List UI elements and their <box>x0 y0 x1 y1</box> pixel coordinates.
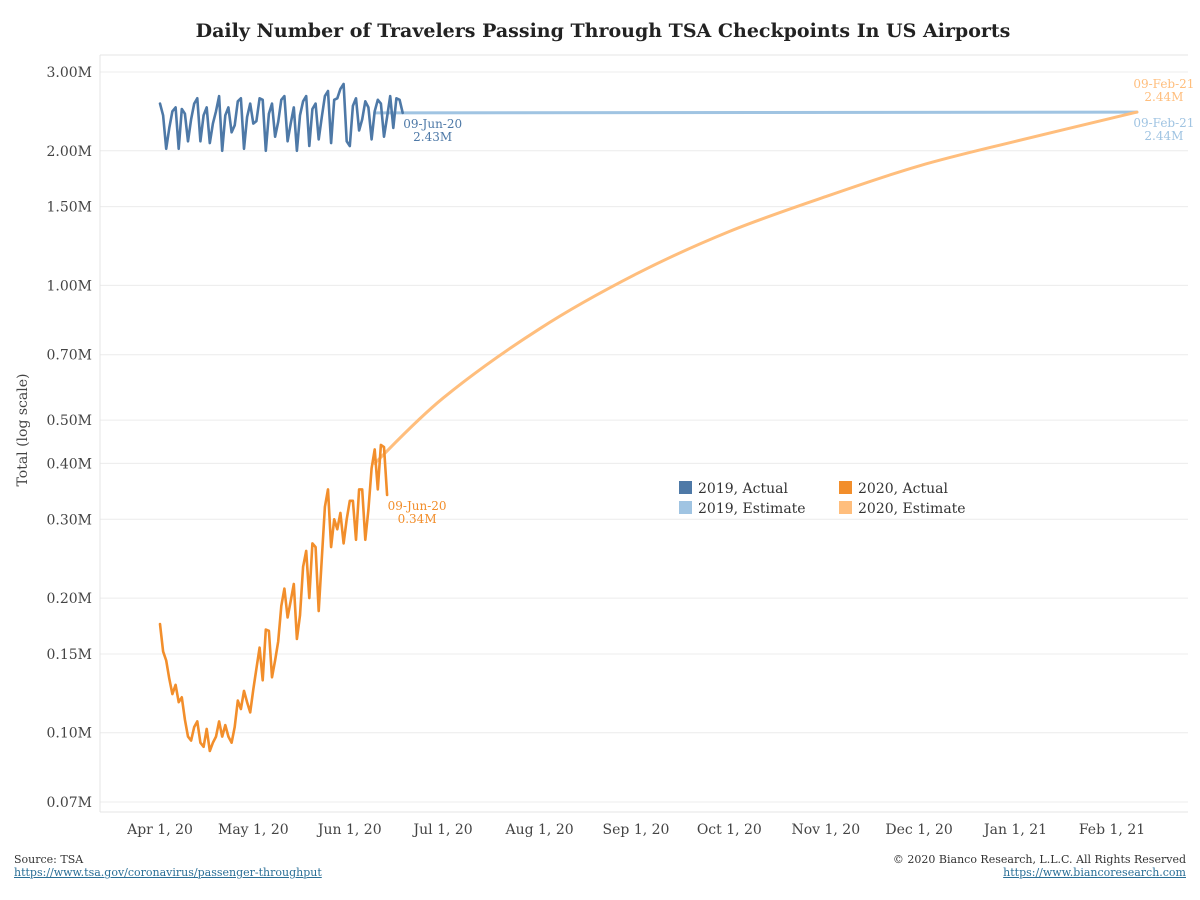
legend-swatch <box>679 501 692 514</box>
y-axis-label: Total (log scale) <box>15 374 31 487</box>
site-link[interactable]: https://www.biancoresearch.com <box>1003 866 1186 879</box>
chart-title: Daily Number of Travelers Passing Throug… <box>196 20 1011 42</box>
x-tick-label: Dec 1, 20 <box>885 822 952 838</box>
annotation-line: 09-Feb-21 <box>1133 77 1194 91</box>
series-line-2019-estimate <box>373 110 1139 115</box>
source-link[interactable]: https://www.tsa.gov/coronavirus/passenge… <box>14 866 322 879</box>
legend-label: 2019, Actual <box>698 481 788 497</box>
copyright-block: © 2020 Bianco Research, L.L.C. All Right… <box>893 853 1186 879</box>
legend-label: 2020, Actual <box>858 481 948 497</box>
annotation-line: 09-Jun-20 <box>388 499 447 513</box>
annotation-line: 2.44M <box>1144 129 1183 143</box>
y-tick-label: 1.00M <box>46 278 92 294</box>
series-lines <box>158 82 1139 753</box>
annotation: 09-Jun-202.43M <box>403 117 462 144</box>
legend-item: 2019, Estimate <box>679 501 806 517</box>
y-tick-label: 0.15M <box>46 647 92 663</box>
legend: 2019, Actual 2020, Actual 2019, Estimate 20… <box>679 481 966 517</box>
legend-item: 2020, Actual <box>839 481 948 497</box>
annotation-line: 2.43M <box>413 130 452 144</box>
y-tick-label: 0.40M <box>46 456 92 472</box>
copyright-text: © 2020 Bianco Research, L.L.C. All Right… <box>892 853 1186 866</box>
x-tick-label: Jan 1, 21 <box>982 822 1047 838</box>
y-tick-label: 0.10M <box>46 726 92 742</box>
legend-item: 2020, Estimate <box>839 501 966 517</box>
x-tick-label: Oct 1, 20 <box>697 822 762 838</box>
series-line-2020-actual <box>158 443 389 753</box>
y-tick-label: 0.20M <box>46 591 92 607</box>
annotation-line: 09-Jun-20 <box>403 117 462 131</box>
x-tick-label: Aug 1, 20 <box>504 822 573 838</box>
series-line-2019-actual <box>158 82 404 153</box>
x-tick-label: Jun 1, 20 <box>316 822 382 838</box>
x-tick-label: Apr 1, 20 <box>126 822 193 838</box>
annotation-line: 2.44M <box>1144 90 1183 104</box>
gridlines <box>99 55 1188 813</box>
legend-item: 2019, Actual <box>679 481 788 497</box>
legend-label: 2020, Estimate <box>858 501 966 517</box>
y-tick-label: 0.07M <box>46 795 92 811</box>
x-tick-label: Feb 1, 21 <box>1079 822 1145 838</box>
x-tick-label: Jul 1, 20 <box>412 822 473 838</box>
annotation: 09-Feb-212.44M <box>1133 116 1194 143</box>
x-tick-label: Sep 1, 20 <box>603 822 670 838</box>
x-tick-label: Nov 1, 20 <box>791 822 860 838</box>
source-block: Source: TSA https://www.tsa.gov/coronavi… <box>14 853 322 879</box>
legend-swatch <box>679 481 692 494</box>
annotation: 09-Feb-212.44M <box>1133 77 1194 104</box>
annotation-line: 0.34M <box>398 512 437 526</box>
source-label: Source: TSA <box>14 853 84 866</box>
y-tick-label: 2.00M <box>46 144 92 160</box>
x-tick-label: May 1, 20 <box>218 822 289 838</box>
y-tick-label: 0.70M <box>46 348 92 364</box>
y-tick-label: 3.00M <box>46 65 92 81</box>
y-axis-ticks: 0.07M 0.10M 0.15M 0.20M 0.30M 0.40M 0.50M 0.70M… <box>46 65 92 811</box>
annotation-line: 09-Feb-21 <box>1133 116 1194 130</box>
legend-swatch <box>839 481 852 494</box>
legend-label: 2019, Estimate <box>698 501 806 517</box>
annotation: 09-Jun-200.34M <box>388 499 447 526</box>
series-line-2020-estimate <box>373 110 1139 465</box>
y-tick-label: 0.50M <box>46 413 92 429</box>
legend-swatch <box>839 501 852 514</box>
y-tick-label: 1.50M <box>46 200 92 216</box>
y-tick-label: 0.30M <box>46 512 92 528</box>
annotations: 09-Jun-202.43M09-Jun-200.34M09-Feb-212.4… <box>388 77 1195 526</box>
x-axis-ticks: Apr 1, 20 May 1, 20 Jun 1, 20 Jul 1, 20 Aug … <box>126 822 1145 838</box>
